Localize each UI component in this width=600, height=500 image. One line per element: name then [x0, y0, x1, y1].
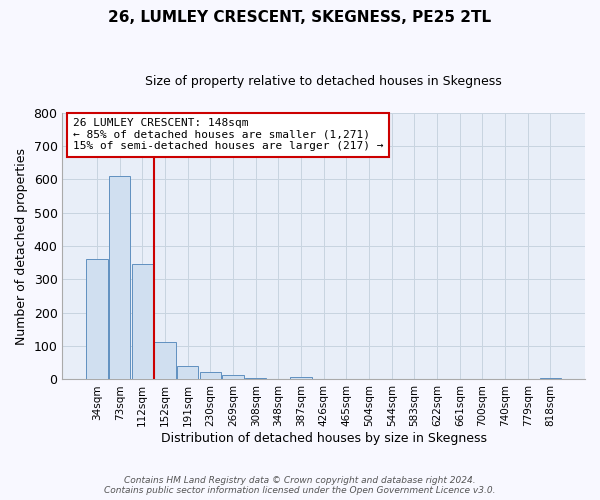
Y-axis label: Number of detached properties: Number of detached properties [15, 148, 28, 344]
Text: Contains HM Land Registry data © Crown copyright and database right 2024.
Contai: Contains HM Land Registry data © Crown c… [104, 476, 496, 495]
Bar [109, 176, 130, 380]
Text: 26, LUMLEY CRESCENT, SKEGNESS, PE25 2TL: 26, LUMLEY CRESCENT, SKEGNESS, PE25 2TL [109, 10, 491, 25]
Bar [86, 260, 108, 380]
Bar [131, 264, 153, 380]
Bar [290, 377, 312, 380]
Bar [222, 375, 244, 380]
Bar [200, 372, 221, 380]
Title: Size of property relative to detached houses in Skegness: Size of property relative to detached ho… [145, 75, 502, 88]
Bar [540, 378, 561, 380]
Bar [154, 342, 176, 380]
Bar [177, 366, 199, 380]
Text: 26 LUMLEY CRESCENT: 148sqm
← 85% of detached houses are smaller (1,271)
15% of s: 26 LUMLEY CRESCENT: 148sqm ← 85% of deta… [73, 118, 383, 152]
Bar [245, 378, 266, 380]
X-axis label: Distribution of detached houses by size in Skegness: Distribution of detached houses by size … [161, 432, 487, 445]
